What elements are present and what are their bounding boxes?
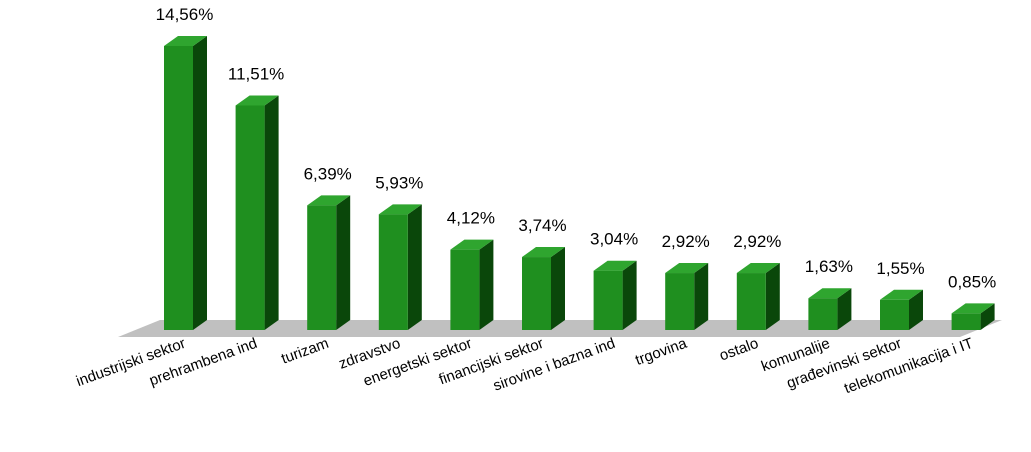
category-label: turizam <box>279 335 331 368</box>
bar-side-face <box>622 260 637 330</box>
value-label: 0,85% <box>948 272 996 291</box>
category-label: trgovina <box>633 335 690 369</box>
bar-top-face <box>808 288 852 299</box>
bar-11 <box>880 289 923 330</box>
value-label: 11,51% <box>228 64 284 83</box>
bar-front-face <box>450 249 480 330</box>
bar-front-face <box>736 273 766 330</box>
value-label: 4,12% <box>447 209 495 228</box>
bar-front-face <box>164 46 193 330</box>
bar-6 <box>522 247 565 330</box>
bar-top-face <box>951 303 995 314</box>
bar-side-face <box>694 263 709 330</box>
bar-10 <box>808 288 852 330</box>
bar-side-face <box>407 204 422 330</box>
bar-side-face <box>264 95 279 330</box>
value-label: 2,92% <box>733 232 781 251</box>
bar-top-face <box>736 263 780 274</box>
bar-front-face <box>593 270 623 330</box>
bar-front-face <box>665 273 695 330</box>
bar-front-face <box>808 298 838 330</box>
bar-front-face <box>522 257 551 330</box>
bar-3 <box>307 195 351 330</box>
bar-top-face <box>164 36 207 46</box>
bar-side-face <box>837 288 852 330</box>
bar-2 <box>235 95 279 330</box>
bar-4 <box>378 204 422 330</box>
value-label: 1,55% <box>876 259 924 278</box>
value-label: 3,04% <box>590 230 638 249</box>
bar-top-face <box>307 195 351 206</box>
bar-side-face <box>479 239 494 330</box>
value-label: 5,93% <box>375 173 423 192</box>
category-label: sirovine i bazna ind <box>491 335 617 395</box>
bar-top-face <box>378 204 422 215</box>
category-label: telekomunikacija i IT <box>842 335 976 397</box>
bar-front-face <box>951 313 981 330</box>
bar-front-face <box>235 105 265 330</box>
bar-side-face <box>909 289 923 330</box>
value-label: 1,63% <box>805 257 853 276</box>
bar-9 <box>736 263 780 330</box>
bar-top-face <box>235 95 279 106</box>
category-label: ostalo <box>717 335 760 365</box>
bar-7 <box>593 260 637 330</box>
value-labels-group: 14,56% 11,51% 6,39% 5,93% 4,12% 3,74% 3,04% 2,9… <box>156 5 997 291</box>
bar-side-face <box>551 247 565 330</box>
bar-12 <box>951 303 995 330</box>
bar-1 <box>164 36 207 330</box>
bar-top-face <box>665 263 709 274</box>
bar-top-face <box>593 260 637 271</box>
bar-5 <box>450 239 494 330</box>
value-label: 2,92% <box>662 232 710 251</box>
bars-group <box>164 36 995 330</box>
value-label: 3,74% <box>518 216 566 235</box>
bar-side-face <box>980 303 995 330</box>
bar-side-face <box>193 36 207 330</box>
bar-front-face <box>378 214 408 330</box>
bar-front-face <box>307 205 337 330</box>
bar-side-face <box>765 263 780 330</box>
bar-front-face <box>880 299 909 330</box>
value-label: 6,39% <box>304 164 352 183</box>
value-label: 14,56% <box>156 5 214 24</box>
bar-8 <box>665 263 709 330</box>
bar-top-face <box>880 289 923 300</box>
bar-side-face <box>336 195 351 330</box>
bar-top-face <box>450 239 494 250</box>
bar-top-face <box>522 247 565 258</box>
